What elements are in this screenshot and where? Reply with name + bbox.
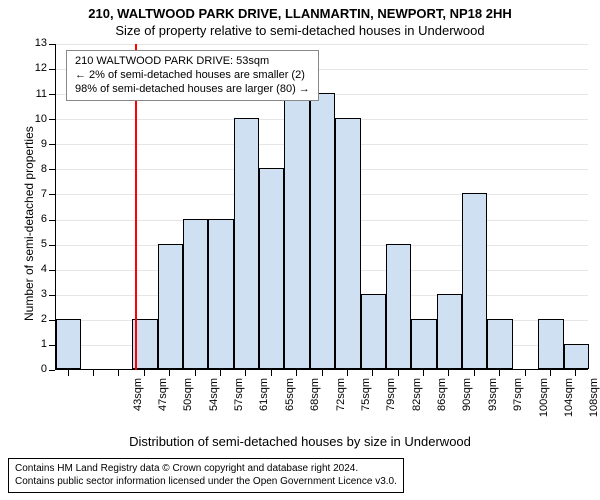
x-tick-label: 57sqm — [233, 378, 245, 438]
histogram-bar — [462, 193, 487, 369]
y-tick-mark — [49, 370, 55, 371]
y-tick-mark — [49, 295, 55, 296]
x-tick-mark — [195, 370, 196, 376]
y-tick-label: 12 — [25, 62, 47, 74]
x-tick-mark — [93, 370, 94, 376]
histogram-bar — [361, 294, 386, 369]
x-tick-label: 72sqm — [335, 378, 347, 438]
attribution-footer: Contains HM Land Registry data © Crown c… — [8, 458, 404, 493]
y-tick-label: 10 — [25, 113, 47, 125]
x-tick-mark — [245, 370, 246, 376]
x-tick-mark — [575, 370, 576, 376]
x-tick-label: 47sqm — [157, 378, 169, 438]
x-tick-mark — [144, 370, 145, 376]
y-tick-label: 9 — [25, 138, 47, 150]
x-tick-label: 61sqm — [258, 378, 270, 438]
x-tick-mark — [322, 370, 323, 376]
y-tick-mark — [49, 69, 55, 70]
x-tick-mark — [525, 370, 526, 376]
y-tick-label: 6 — [25, 213, 47, 225]
histogram-bar — [284, 93, 309, 369]
y-tick-label: 1 — [25, 338, 47, 350]
x-tick-mark — [474, 370, 475, 376]
y-tick-label: 7 — [25, 188, 47, 200]
y-tick-label: 11 — [25, 88, 47, 100]
y-tick-label: 4 — [25, 263, 47, 275]
x-tick-mark — [296, 370, 297, 376]
x-tick-label: 79sqm — [385, 378, 397, 438]
x-tick-label: 75sqm — [360, 378, 372, 438]
info-box-line: ← 2% of semi-detached houses are smaller… — [75, 69, 310, 83]
x-tick-mark — [398, 370, 399, 376]
y-tick-mark — [49, 194, 55, 195]
histogram-bar — [386, 244, 411, 369]
y-tick-label: 13 — [25, 37, 47, 49]
y-tick-mark — [49, 245, 55, 246]
histogram-bar — [487, 319, 512, 369]
y-tick-label: 5 — [25, 238, 47, 250]
histogram-bar — [437, 294, 462, 369]
y-tick-mark — [49, 320, 55, 321]
histogram-bar — [259, 168, 284, 369]
x-tick-label: 97sqm — [512, 378, 524, 438]
x-tick-mark — [448, 370, 449, 376]
x-tick-mark — [499, 370, 500, 376]
x-tick-label: 93sqm — [487, 378, 499, 438]
x-tick-label: 86sqm — [436, 378, 448, 438]
x-tick-mark — [347, 370, 348, 376]
x-axis-caption: Distribution of semi-detached houses by … — [0, 434, 600, 449]
y-tick-mark — [49, 345, 55, 346]
x-tick-mark — [118, 370, 119, 376]
footer-line: Contains public sector information licen… — [15, 476, 397, 489]
property-info-box: 210 WALTWOOD PARK DRIVE: 53sqm← 2% of se… — [66, 50, 319, 101]
histogram-bar — [234, 118, 259, 369]
x-tick-mark — [372, 370, 373, 376]
histogram-bar — [183, 219, 208, 369]
x-tick-mark — [271, 370, 272, 376]
x-tick-label: 54sqm — [208, 378, 220, 438]
x-tick-mark — [220, 370, 221, 376]
x-tick-label: 43sqm — [132, 378, 144, 438]
info-box-line: 98% of semi-detached houses are larger (… — [75, 83, 310, 97]
histogram-bar — [310, 93, 335, 369]
x-tick-mark — [169, 370, 170, 376]
y-tick-label: 0 — [25, 363, 47, 375]
histogram-bar — [158, 244, 183, 369]
x-tick-mark — [550, 370, 551, 376]
histogram-bar — [208, 219, 233, 369]
y-tick-mark — [49, 119, 55, 120]
y-tick-mark — [49, 270, 55, 271]
histogram-bar — [538, 319, 563, 369]
y-tick-mark — [49, 220, 55, 221]
info-box-line: 210 WALTWOOD PARK DRIVE: 53sqm — [75, 55, 310, 69]
y-tick-mark — [49, 144, 55, 145]
y-tick-mark — [49, 44, 55, 45]
y-tick-label: 8 — [25, 163, 47, 175]
histogram-bar — [564, 344, 589, 369]
histogram-bar — [335, 118, 360, 369]
x-tick-label: 65sqm — [284, 378, 296, 438]
x-tick-label: 68sqm — [309, 378, 321, 438]
x-tick-mark — [423, 370, 424, 376]
y-tick-label: 3 — [25, 288, 47, 300]
x-tick-label: 100sqm — [538, 378, 550, 438]
x-tick-label: 50sqm — [182, 378, 194, 438]
x-tick-label: 82sqm — [411, 378, 423, 438]
page-title: 210, WALTWOOD PARK DRIVE, LLANMARTIN, NE… — [0, 6, 600, 21]
x-tick-label: 90sqm — [461, 378, 473, 438]
x-tick-label: 104sqm — [563, 378, 575, 438]
histogram-bar — [56, 319, 81, 369]
y-tick-label: 2 — [25, 313, 47, 325]
y-tick-mark — [49, 169, 55, 170]
x-tick-label: 108sqm — [588, 378, 600, 438]
page-subtitle: Size of property relative to semi-detach… — [0, 23, 600, 38]
histogram-bar — [411, 319, 436, 369]
x-tick-mark — [68, 370, 69, 376]
footer-line: Contains HM Land Registry data © Crown c… — [15, 463, 397, 476]
y-tick-mark — [49, 94, 55, 95]
